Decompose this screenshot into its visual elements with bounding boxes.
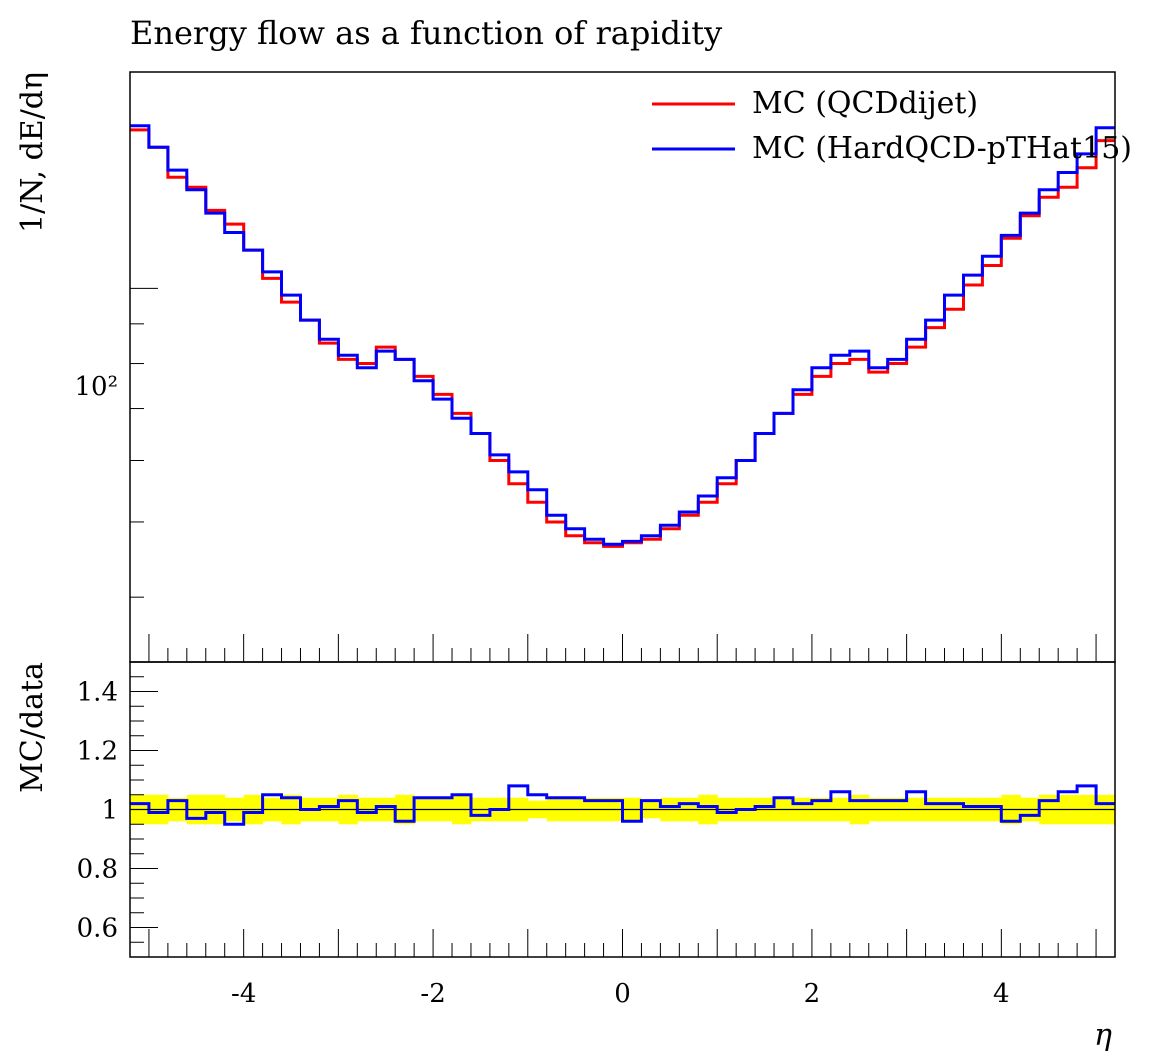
- series-qcddijet-line: [130, 128, 1115, 548]
- ratio-y-tick-label: 1.2: [77, 737, 118, 767]
- legend-label-hardqcd: MC (HardQCD-pTHat15): [752, 131, 1132, 166]
- chart-title: Energy flow as a function of rapidity: [130, 14, 722, 52]
- x-tick-label: 0: [614, 979, 631, 1009]
- main-tick-marks: [130, 287, 1097, 662]
- x-tick-label: -4: [231, 979, 256, 1009]
- ratio-tick-marks: [130, 661, 1097, 957]
- main-panel: 10² 1/N, dE/dη MC (QCDdijet) MC (HardQCD…: [15, 71, 1132, 663]
- ratio-panel: 0.6 0.8 1 1.2 1.4 MC/data: [15, 661, 1116, 958]
- x-tick-label: -2: [420, 979, 445, 1009]
- ratio-y-tick-labels: 0.6 0.8 1 1.2 1.4: [77, 678, 118, 944]
- x-tick-label: 2: [804, 979, 821, 1009]
- legend: MC (QCDdijet) MC (HardQCD-pTHat15): [652, 86, 1132, 166]
- x-tick-labels: -4 -2 0 2 4: [231, 979, 1010, 1009]
- x-tick-label: 4: [993, 979, 1010, 1009]
- x-axis-label: η: [1094, 1018, 1112, 1053]
- ratio-y-tick-label: 1.4: [77, 678, 118, 708]
- series-hardqcd-line: [130, 124, 1115, 546]
- main-plot-area: [130, 124, 1115, 548]
- main-y-tick-label: 10²: [74, 372, 118, 402]
- ratio-y-axis-label: MC/data: [15, 662, 50, 793]
- ratio-y-tick-label: 0.6: [77, 914, 118, 944]
- ratio-y-tick-label: 1: [101, 796, 118, 826]
- main-y-axis-label: 1/N, dE/dη: [15, 72, 50, 233]
- ratio-plot-area: [130, 784, 1116, 826]
- legend-label-qcddijet: MC (QCDdijet): [752, 86, 978, 121]
- ratio-hardqcd-line: [130, 784, 1115, 826]
- ratio-y-tick-label: 0.8: [77, 855, 118, 885]
